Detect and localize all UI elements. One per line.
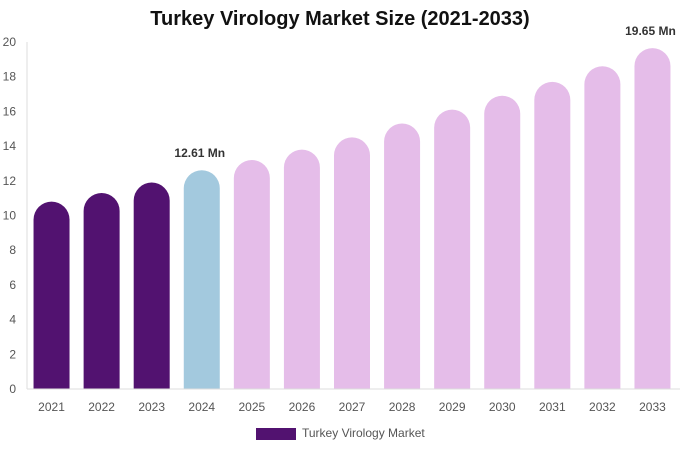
y-axis: 0 2 4 6 8 10 12 14 16 18 20 <box>3 35 28 396</box>
legend-swatch <box>256 428 296 440</box>
bar-2027 <box>334 137 370 389</box>
y-tick-label: 18 <box>3 70 17 84</box>
x-tick-label: 2025 <box>238 400 265 414</box>
y-tick-label: 8 <box>9 243 16 257</box>
x-axis: 2021 2022 2023 2024 2025 2026 2027 2028 2029 2030… <box>27 388 680 414</box>
x-tick-label: 2021 <box>38 400 65 414</box>
bar-2033 <box>634 48 671 389</box>
bar-2025 <box>233 159 270 389</box>
x-tick-label: 2031 <box>539 400 566 414</box>
y-tick-label: 12 <box>3 174 17 188</box>
y-tick-label: 2 <box>9 347 16 361</box>
bar-2030 <box>484 95 521 389</box>
bar-2023 <box>133 182 170 389</box>
bar-2032 <box>584 66 621 389</box>
legend: Turkey Virology Market <box>256 426 425 440</box>
bar-2024 <box>183 170 220 389</box>
x-tick-label: 2027 <box>339 400 366 414</box>
y-tick-label: 4 <box>9 313 16 327</box>
bar-2028 <box>384 123 421 390</box>
x-tick-label: 2032 <box>589 400 616 414</box>
x-tick-label: 2026 <box>289 400 316 414</box>
x-tick-label: 2022 <box>88 400 115 414</box>
bar-2026 <box>283 149 320 389</box>
y-tick-label: 6 <box>9 278 16 292</box>
x-tick-label: 2028 <box>389 400 416 414</box>
data-labels: 12.61 Mn 19.65 Mn <box>174 24 675 160</box>
legend-label: Turkey Virology Market <box>302 426 425 440</box>
x-tick-label: 2029 <box>439 400 466 414</box>
bar-2031 <box>534 81 571 389</box>
bar-2029 <box>434 109 471 389</box>
bar-series <box>33 48 671 390</box>
y-tick-label: 10 <box>3 209 17 223</box>
chart-title: Turkey Virology Market Size (2021-2033) <box>150 8 530 30</box>
bar-2022 <box>83 192 120 389</box>
x-tick-label: 2033 <box>639 400 666 414</box>
bar-2021 <box>33 201 70 389</box>
x-tick-label: 2024 <box>188 400 215 414</box>
x-tick-label: 2030 <box>489 400 516 414</box>
x-tick-label: 2023 <box>138 400 165 414</box>
y-tick-label: 14 <box>3 139 17 153</box>
y-tick-label: 16 <box>3 104 17 118</box>
y-tick-label: 20 <box>3 35 17 49</box>
data-label-2033: 19.65 Mn <box>625 24 676 38</box>
data-label-2024: 12.61 Mn <box>174 146 225 160</box>
y-tick-label: 0 <box>9 382 16 396</box>
